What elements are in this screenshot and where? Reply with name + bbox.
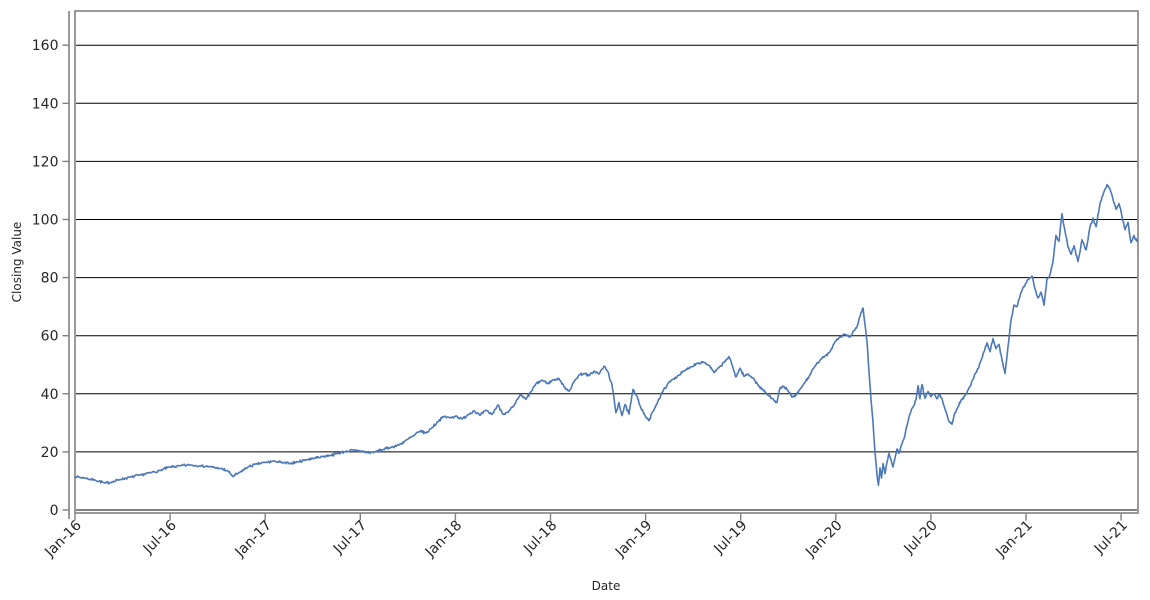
x-tick-label: Jan-20 bbox=[802, 518, 845, 561]
x-tick-label: Jul-19 bbox=[710, 518, 750, 558]
y-tick-label: 120 bbox=[32, 154, 59, 170]
y-tick-label: 0 bbox=[50, 503, 59, 519]
x-tick-label: Jul-20 bbox=[901, 518, 941, 558]
x-tick-label: Jan-21 bbox=[992, 518, 1035, 561]
axis-ticks bbox=[62, 44, 1122, 521]
x-tick-label: Jan-19 bbox=[612, 518, 655, 561]
x-tick-label: Jul-16 bbox=[140, 517, 180, 557]
y-tick-label: 100 bbox=[32, 213, 59, 229]
y-tick-labels: 0 20 40 60 80 100 120 140 160 bbox=[32, 38, 59, 519]
y-tick-label: 20 bbox=[41, 445, 59, 461]
y-tick-label: 80 bbox=[41, 271, 59, 287]
gridlines bbox=[76, 44, 1137, 511]
y-tick-label: 40 bbox=[41, 387, 59, 403]
y-tick-label: 60 bbox=[41, 329, 59, 345]
y-tick-label: 160 bbox=[32, 38, 59, 54]
x-tick-label: Jan-17 bbox=[232, 518, 275, 561]
x-tick-label: Jul-21 bbox=[1091, 518, 1131, 558]
closing-value-line bbox=[75, 183, 1138, 487]
x-tick-label: Jul-17 bbox=[330, 518, 370, 558]
x-axis-title: Date bbox=[591, 579, 621, 593]
plot-frame bbox=[68, 10, 1139, 519]
y-tick-label: 140 bbox=[32, 96, 59, 112]
x-tick-label: Jul-18 bbox=[520, 518, 560, 558]
x-tick-label: Jan-18 bbox=[422, 518, 465, 561]
x-tick-labels: Jan-16 Jul-16 Jan-17 Jul-17 Jan-18 Jul-18 Jan-… bbox=[41, 517, 1131, 561]
y-axis-title: Closing Value bbox=[10, 221, 24, 303]
x-tick-label: Jan-16 bbox=[41, 517, 85, 561]
